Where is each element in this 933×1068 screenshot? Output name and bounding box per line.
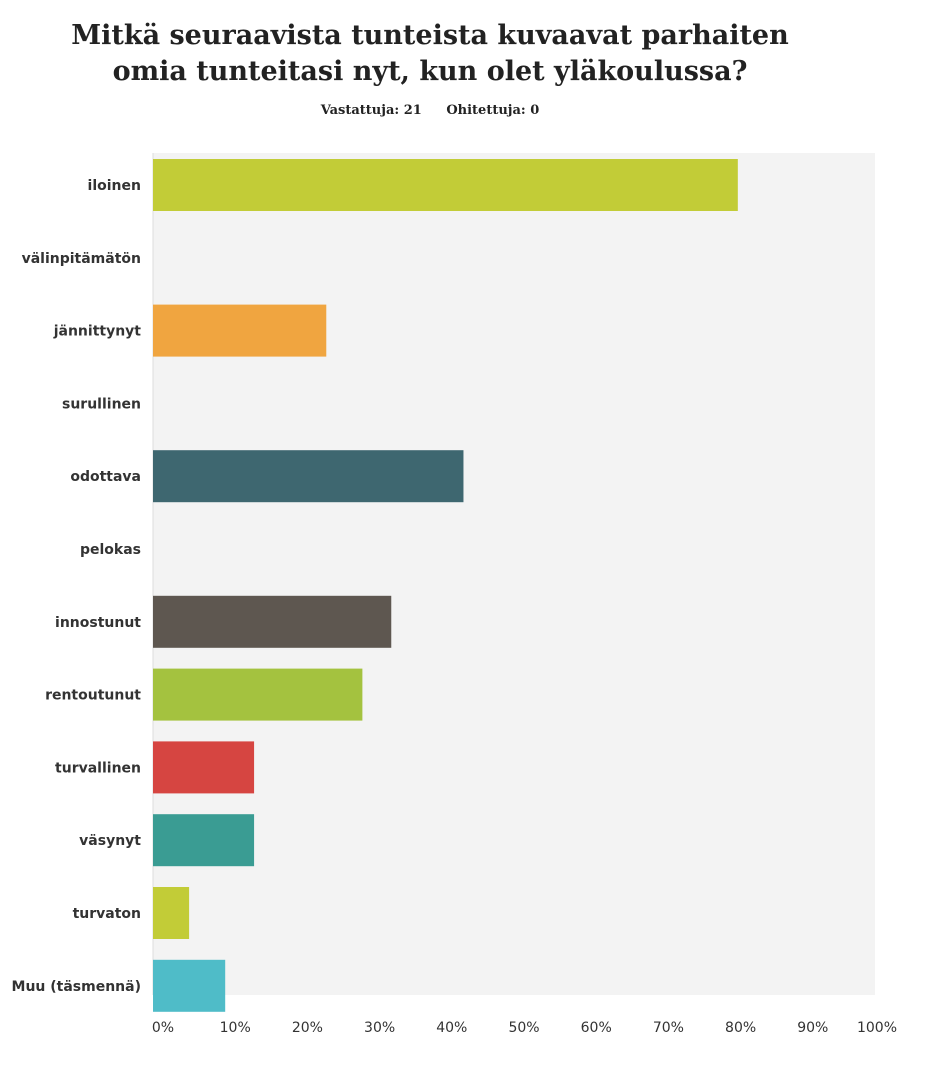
bar-9 [153,814,255,867]
x-tick-label: 0% [152,1020,174,1036]
bar-6 [153,595,392,648]
x-tick-label: 90% [797,1020,828,1036]
x-tick-label: 30% [364,1020,395,1036]
category-label: pelokas [80,542,141,558]
category-label: turvallinen [55,760,141,776]
chart-title-line1: Mitkä seuraavista tunteista kuvaavat par… [71,20,789,51]
bar-11 [153,959,226,1012]
answered-count: Vastattuja: 21 [320,103,422,118]
category-label: odottava [70,469,141,485]
x-tick-label: 60% [581,1020,612,1036]
category-label: iloinen [88,178,141,194]
bar-4 [153,450,464,503]
bar-8 [153,741,255,794]
x-tick-label: 40% [436,1020,467,1036]
category-label: Muu (täsmennä) [12,979,141,995]
bar-2 [153,304,327,357]
category-label: innostunut [55,615,141,631]
x-tick-label: 20% [292,1020,323,1036]
response-summary: Vastattuja: 21 Ohitettuja: 0 [0,103,860,118]
bar-0 [153,159,738,211]
skipped-count: Ohitettuja: 0 [446,103,540,118]
x-tick-label: 50% [508,1020,539,1036]
chart-title: Mitkä seuraavista tunteista kuvaavat par… [0,18,860,90]
category-label: väsynyt [79,833,141,849]
plot-area [153,153,875,995]
x-tick-label: 100% [857,1020,897,1036]
category-label: välinpitämätön [22,251,141,267]
category-label: turvaton [73,906,141,922]
category-label: rentoutunut [45,688,141,704]
x-tick-label: 80% [725,1020,756,1036]
x-tick-label: 10% [220,1020,251,1036]
bar-7 [153,668,363,721]
x-tick-label: 70% [653,1020,684,1036]
bar-10 [153,887,190,939]
category-label: surullinen [62,396,141,412]
chart-title-line2: omia tunteitasi nyt, kun olet yläkouluss… [112,56,748,87]
category-label: jännittynyt [53,324,142,340]
